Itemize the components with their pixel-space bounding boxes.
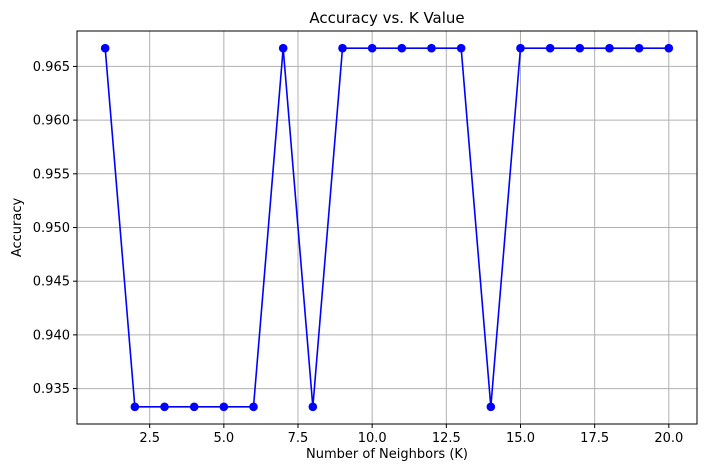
series-line (104, 47, 669, 408)
y-tick-label: 0.955 (33, 167, 70, 182)
data-point (160, 402, 169, 412)
data-point (486, 402, 496, 412)
data-point (249, 402, 258, 412)
data-point (456, 43, 466, 53)
x-axis-label: Number of Neighbors (K) (306, 447, 468, 462)
x-tick-label: 15.0 (506, 431, 535, 446)
data-point (634, 43, 644, 53)
y-tick-label: 0.945 (33, 275, 70, 290)
x-tick-label: 7.5 (288, 431, 309, 446)
data-point (397, 43, 407, 53)
x-tick-label: 12.5 (432, 431, 461, 446)
data-point (427, 43, 436, 53)
y-ticks: 0.935 0.940 0.945 0.950 0.955 0.960 0.965 (33, 60, 77, 397)
x-tick-label: 10.0 (358, 431, 387, 446)
data-point (664, 43, 674, 53)
grid (77, 31, 697, 424)
data-point (575, 43, 585, 53)
data-point (189, 402, 199, 412)
data-point (130, 402, 140, 412)
data-point (545, 43, 555, 53)
data-point (605, 43, 614, 53)
x-tick-label: 17.5 (580, 431, 609, 446)
x-ticks: 2.5 5.0 7.5 10.0 12.5 15.0 17.5 20.0 (139, 424, 683, 446)
series-layer (100, 43, 674, 412)
data-point (338, 43, 347, 53)
x-tick-label: 5.0 (213, 431, 234, 446)
y-tick-label: 0.935 (33, 382, 70, 397)
data-point (278, 43, 288, 53)
data-point (219, 402, 229, 412)
data-point (308, 402, 318, 412)
y-tick-label: 0.950 (33, 221, 70, 236)
data-point (516, 43, 525, 53)
y-axis-label: Accuracy (10, 198, 25, 258)
x-tick-label: 2.5 (139, 431, 160, 446)
chart-title: Accuracy vs. K Value (309, 9, 464, 27)
data-point (367, 43, 377, 53)
data-point (100, 43, 110, 53)
y-tick-label: 0.965 (33, 60, 70, 75)
x-tick-label: 20.0 (654, 431, 683, 446)
y-tick-label: 0.940 (33, 328, 70, 343)
y-tick-label: 0.960 (33, 114, 70, 129)
